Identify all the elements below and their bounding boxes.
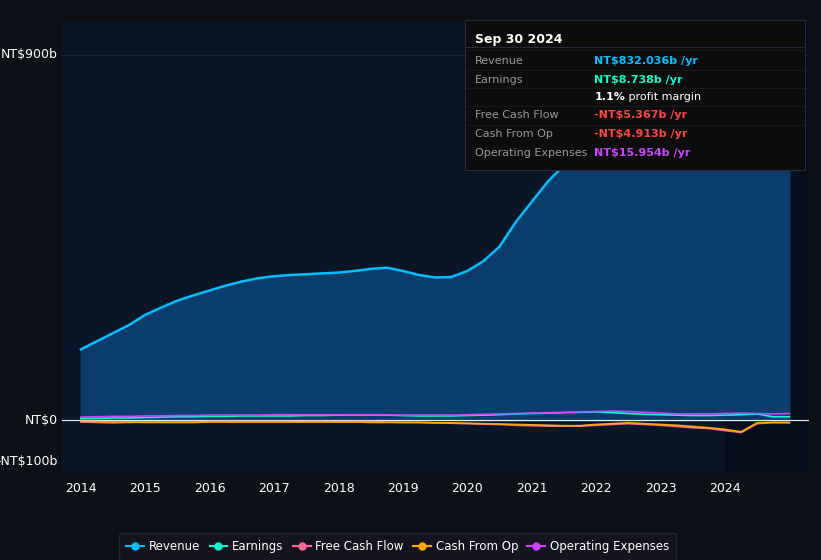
Text: NT$0: NT$0 (25, 414, 57, 427)
Text: profit margin: profit margin (625, 91, 701, 101)
Text: Cash From Op: Cash From Op (475, 129, 553, 139)
Text: 1.1%: 1.1% (594, 91, 625, 101)
Text: Sep 30 2024: Sep 30 2024 (475, 34, 562, 46)
Text: NT$15.954b /yr: NT$15.954b /yr (594, 148, 690, 158)
Text: -NT$4.913b /yr: -NT$4.913b /yr (594, 129, 687, 139)
Text: Earnings: Earnings (475, 75, 524, 85)
Text: NT$832.036b /yr: NT$832.036b /yr (594, 55, 698, 66)
Text: -NT$100b: -NT$100b (0, 455, 57, 468)
Legend: Revenue, Earnings, Free Cash Flow, Cash From Op, Operating Expenses: Revenue, Earnings, Free Cash Flow, Cash … (119, 533, 677, 560)
Text: NT$900b: NT$900b (1, 48, 57, 62)
Text: NT$8.738b /yr: NT$8.738b /yr (594, 75, 683, 85)
Bar (725, 22, 809, 473)
Text: Free Cash Flow: Free Cash Flow (475, 110, 559, 119)
Text: Revenue: Revenue (475, 55, 524, 66)
Text: Operating Expenses: Operating Expenses (475, 148, 588, 158)
Text: -NT$5.367b /yr: -NT$5.367b /yr (594, 110, 687, 119)
